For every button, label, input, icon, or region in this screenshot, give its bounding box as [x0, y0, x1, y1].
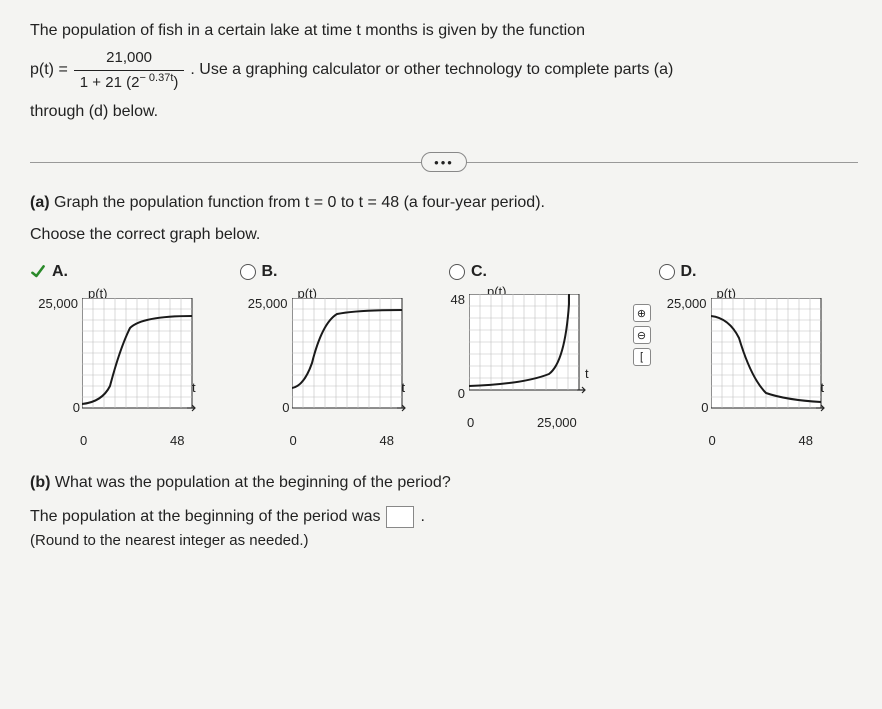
radio-b[interactable]	[240, 264, 256, 280]
part-a-prompt: (a) Graph the population function from t…	[30, 194, 858, 212]
equation-fraction: 21,000 1 + 21 (2− 0.37t)	[74, 46, 185, 95]
option-a-header[interactable]: A.	[30, 262, 230, 282]
graph-b-svg	[292, 298, 412, 418]
zoom-reset-button[interactable]: [	[633, 348, 651, 366]
graph-d: p(t) 25,000 0 0 48 t	[659, 290, 829, 430]
zoom-out-button[interactable]: ⊖	[633, 326, 651, 344]
graph-b: p(t) 25,000 0 0 48 t	[240, 290, 410, 430]
graph-c: p(t) 48 0 0 25,000 t	[449, 290, 619, 430]
answer-input[interactable]	[386, 506, 414, 528]
eq-after: . Use a graphing calculator or other tec…	[190, 57, 673, 83]
option-c: C. p(t) 48 0 0 25,000 t	[449, 262, 649, 430]
problem-statement: The population of fish in a certain lake…	[30, 18, 858, 124]
expand-button[interactable]: •••	[421, 152, 467, 172]
answer-line: The population at the beginning of the p…	[30, 506, 858, 528]
choose-instruction: Choose the correct graph below.	[30, 226, 858, 244]
part-b: (b) What was the population at the begin…	[30, 474, 858, 549]
radio-c[interactable]	[449, 264, 465, 280]
option-a: A. p(t) 25,000 0 0 48 t	[30, 262, 230, 430]
equation-line: p(t) = 21,000 1 + 21 (2− 0.37t) . Use a …	[30, 46, 858, 95]
part-a: (a) Graph the population function from t…	[30, 194, 858, 430]
rounding-note: (Round to the nearest integer as needed.…	[30, 532, 858, 549]
intro-line-1: The population of fish in a certain lake…	[30, 18, 858, 44]
eq-lhs: p(t) =	[30, 57, 68, 83]
graph-c-svg	[469, 294, 599, 404]
zoom-controls: ⊕ ⊖ [	[633, 304, 655, 366]
section-divider: •••	[30, 152, 858, 172]
graph-d-svg	[711, 298, 831, 418]
eq-numerator: 21,000	[100, 46, 158, 70]
answer-prefix: The population at the beginning of the p…	[30, 508, 380, 526]
answer-suffix: .	[420, 508, 424, 526]
graph-a: p(t) 25,000 0 0 48 t	[30, 290, 200, 430]
checkmark-icon	[30, 264, 46, 280]
graph-options: A. p(t) 25,000 0 0 48 t	[30, 262, 858, 430]
part-b-question: (b) What was the population at the begin…	[30, 474, 858, 492]
option-d-header[interactable]: D.	[659, 262, 859, 282]
ellipsis-icon: •••	[434, 155, 454, 170]
zoom-in-button[interactable]: ⊕	[633, 304, 651, 322]
radio-d[interactable]	[659, 264, 675, 280]
intro-line-3: through (d) below.	[30, 99, 858, 125]
option-c-header[interactable]: C.	[449, 262, 649, 282]
option-b-header[interactable]: B.	[240, 262, 440, 282]
option-b: B. p(t) 25,000 0 0 48 t	[240, 262, 440, 430]
eq-denominator: 1 + 21 (2− 0.37t)	[74, 70, 185, 95]
option-d: D. p(t) 25,000 0 0 48 t	[659, 262, 859, 430]
graph-a-svg	[82, 298, 202, 418]
